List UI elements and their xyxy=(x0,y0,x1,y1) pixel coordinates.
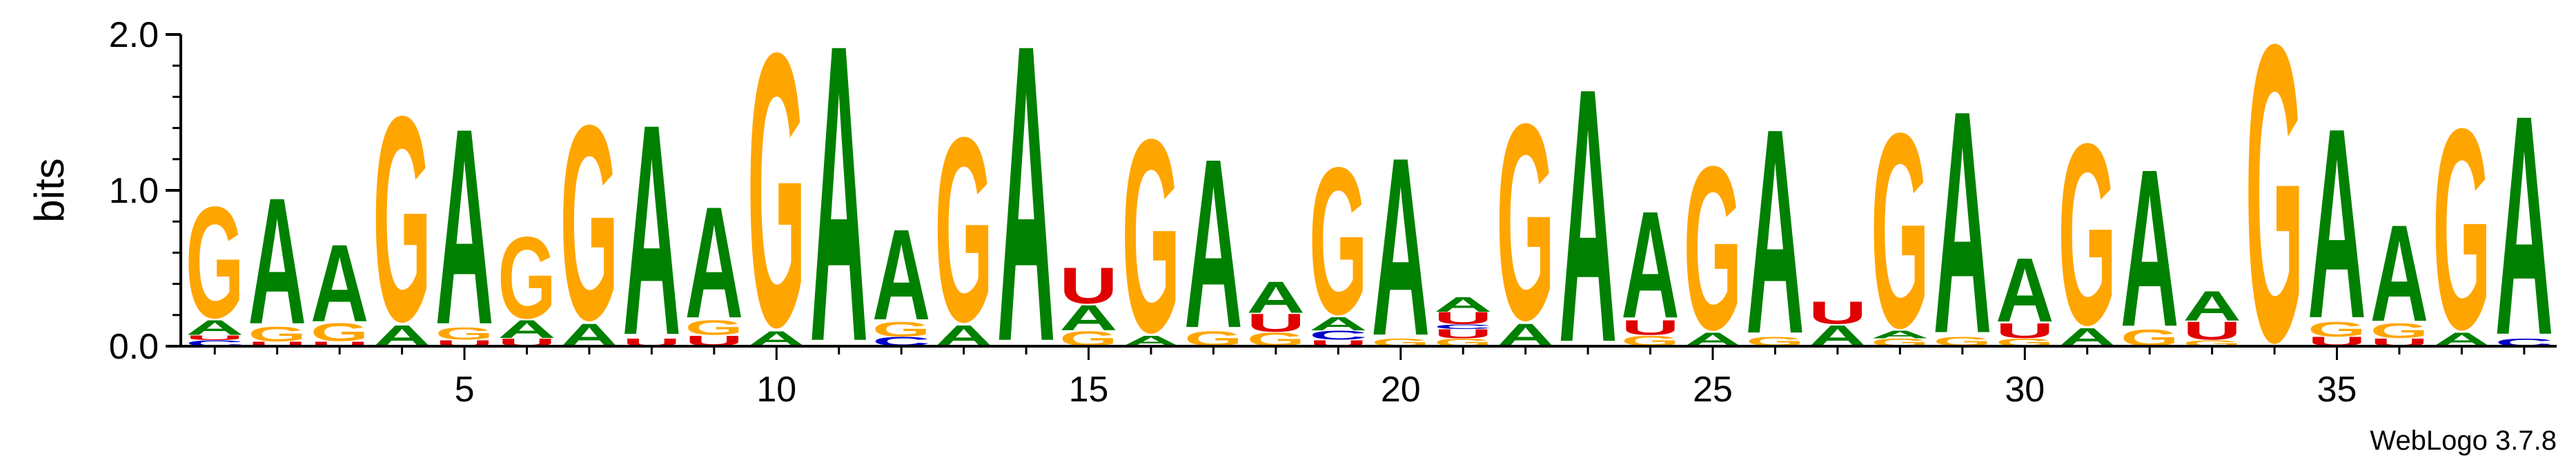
logo-letter-G: G xyxy=(2308,317,2366,341)
logo-letter-U: U xyxy=(186,334,244,341)
logo-letter-G: G xyxy=(1309,124,1367,359)
logo-letter-G: G xyxy=(248,322,306,346)
logo-letter-G: G xyxy=(872,317,930,341)
logo-letter-U: U xyxy=(2183,317,2241,346)
logo-letter-C: C xyxy=(1434,323,1492,330)
logo-letter-G: G xyxy=(1871,75,1929,386)
logo-letter-A: A xyxy=(1434,292,1492,316)
logo-letter-A: A xyxy=(622,61,680,398)
logo-letter-G: G xyxy=(435,324,493,343)
x-tick-label: 20 xyxy=(1381,370,1421,410)
logo-letter-A: A xyxy=(1559,12,1617,418)
logo-letter-A: A xyxy=(1996,239,2054,341)
logo-letter-A: A xyxy=(311,221,368,345)
y-tick-label: 2.0 xyxy=(109,15,159,55)
logo-letter-U: U xyxy=(311,341,368,348)
weblogo-credit: WebLogo 3.7.8 xyxy=(2370,426,2557,456)
logo-letter-A: A xyxy=(2370,196,2428,350)
logo-letter-G: G xyxy=(2058,90,2116,379)
logo-letter-A: A xyxy=(2121,122,2179,374)
logo-letter-A: A xyxy=(1746,68,1804,394)
logo-letter-A: A xyxy=(1372,104,1430,389)
logo-letter-A: A xyxy=(1184,109,1242,379)
logo-letter-U: U xyxy=(1621,316,1679,339)
logo-letter-G: G xyxy=(2370,319,2428,342)
logo-letter-G: G xyxy=(1122,83,1180,390)
x-tick-label: 35 xyxy=(2317,370,2357,410)
logo-letter-A: A xyxy=(1059,298,1117,338)
logo-letter-A: A xyxy=(2495,50,2553,401)
logo-letter-A: A xyxy=(1934,45,1992,400)
logo-letter-G: G xyxy=(1684,119,1742,379)
logo-letter-G: G xyxy=(186,174,244,352)
logo-letter-G: G xyxy=(373,55,431,382)
y-tick-label: 1.0 xyxy=(109,171,159,211)
logo-letter-G: G xyxy=(2245,0,2303,430)
x-tick-label: 5 xyxy=(455,370,475,410)
logo-letter-U: U xyxy=(1434,327,1492,341)
logo-letter-A: A xyxy=(435,71,493,383)
logo-letter-A: A xyxy=(2308,71,2366,375)
logo-letter-G: G xyxy=(560,67,618,378)
logo-letter-A: A xyxy=(997,0,1055,430)
x-tick-label: 15 xyxy=(1069,370,1109,410)
logo-letter-U: U xyxy=(1809,295,1867,330)
logo-letter-U: U xyxy=(248,341,306,348)
y-tick-label: 0.0 xyxy=(109,327,159,367)
logo-letter-C: C xyxy=(1309,328,1367,343)
logo-letter-U: U xyxy=(1996,319,2054,343)
logo-letter-G: G xyxy=(747,0,805,408)
axes xyxy=(166,33,2557,360)
x-tick-label: 10 xyxy=(756,370,796,410)
x-tick-label: 30 xyxy=(2005,370,2045,410)
logo-letter-G: G xyxy=(498,213,555,343)
logo-letter-A: A xyxy=(1871,329,1929,341)
logo-letter-U: U xyxy=(1434,309,1492,328)
logo-letter-A: A xyxy=(2183,282,2241,330)
x-tick-label: 25 xyxy=(1693,370,1733,410)
logo-letter-A: A xyxy=(1309,313,1367,334)
logo-letter-A: A xyxy=(498,315,555,343)
logo-letter-A: A xyxy=(685,173,743,352)
logo-letter-U: U xyxy=(1247,309,1305,337)
logo-letter-A: A xyxy=(810,0,868,430)
logo-letter-A: A xyxy=(1621,179,1679,350)
logo-letter-A: A xyxy=(248,160,306,361)
logo-letter-A: A xyxy=(186,316,244,339)
logo-letter-A: A xyxy=(1247,272,1305,322)
logo-letter-G: G xyxy=(1496,66,1554,379)
logo-letter-G: G xyxy=(685,316,743,339)
y-axis-title: bits xyxy=(26,158,72,222)
logo-letter-G: G xyxy=(2432,70,2490,390)
logo-letter-G: G xyxy=(311,319,368,347)
logo-letter-U: U xyxy=(1059,257,1117,314)
logo-letter-A: A xyxy=(872,203,930,348)
logo-letter-G: G xyxy=(934,83,992,377)
